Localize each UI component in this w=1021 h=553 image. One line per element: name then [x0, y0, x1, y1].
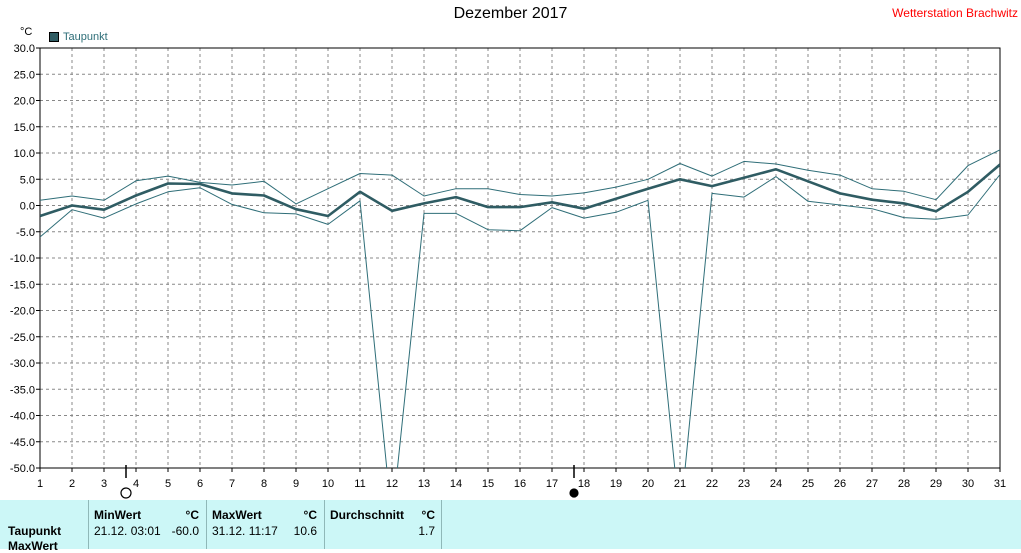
y-tick-label: -20.0 [10, 306, 35, 318]
avg-value: 1.7 [418, 524, 435, 538]
min-cell: MinWert °C 21.12. 03:01 -60.0 [88, 500, 205, 549]
x-tick-label: 6 [197, 478, 203, 490]
series-line-min [40, 174, 1000, 468]
x-tick-label: 2 [69, 478, 75, 490]
chart-title: Dezember 2017 [453, 5, 568, 22]
x-tick-label: 27 [866, 478, 878, 490]
x-tick-label: 18 [578, 478, 590, 490]
min-unit: °C [185, 508, 199, 522]
max-value: 10.6 [293, 524, 317, 538]
x-tick-label: 24 [770, 478, 782, 490]
table-row-label-2: MaxWert [8, 539, 58, 553]
x-tick-label: 20 [642, 478, 654, 490]
y-tick-label: -45.0 [10, 437, 35, 449]
y-tick-label: -30.0 [10, 358, 35, 370]
y-tick-label: 20.0 [14, 96, 35, 108]
y-tick-label: 10.0 [14, 148, 35, 160]
y-tick-label: 5.0 [20, 174, 35, 186]
series-line-mean [40, 163, 1000, 218]
min-header: MinWert [94, 508, 142, 522]
avg-cell: Durchschnitt °C 1.7 [324, 500, 442, 549]
max-cell: MaxWert °C 31.12. 11:17 10.6 [206, 500, 323, 549]
full-moon-icon [120, 487, 132, 499]
max-unit: °C [303, 508, 317, 522]
series-group [40, 149, 1000, 468]
x-tick-label: 16 [514, 478, 526, 490]
x-tick-label: 19 [610, 478, 622, 490]
x-tick-label: 1 [37, 478, 43, 490]
x-tick-label: 21 [674, 478, 686, 490]
x-tick-label: 3 [101, 478, 107, 490]
y-tick-label: 0.0 [20, 201, 35, 213]
x-tick-label: 8 [261, 478, 267, 490]
y-tick-label: -5.0 [16, 227, 35, 239]
chart: 30.0 25.0 20.0 15.0 10.0 5.0 0.0 -5.0 -10.0 -15.0… [10, 43, 1006, 499]
grid [39, 47, 1001, 469]
legend-label: Taupunkt [63, 31, 108, 43]
y-tick-label: -15.0 [10, 279, 35, 291]
x-tick-label: 22 [706, 478, 718, 490]
x-tick-label: 12 [386, 478, 398, 490]
avg-unit: °C [421, 508, 435, 522]
x-axis: 1 2 3 4 5 6 7 8 9 10 11 12 13 14 15 16 17 18 19 20 21 22 23 24 2… [37, 468, 1006, 490]
y-tick-label: 15.0 [14, 122, 35, 134]
x-tick-label: 28 [898, 478, 910, 490]
station-name: Wetterstation Brachwitz [892, 6, 1018, 20]
x-tick-label: 23 [738, 478, 750, 490]
y-tick-label: -35.0 [10, 384, 35, 396]
y-axis-unit: °C [20, 26, 33, 38]
series-line-max [40, 149, 1000, 205]
min-value: -60.0 [171, 524, 199, 538]
x-tick-label: 5 [165, 478, 171, 490]
max-header: MaxWert [212, 508, 262, 522]
moon-phases [120, 465, 579, 499]
legend: Taupunkt [49, 31, 108, 43]
x-tick-label: 7 [229, 478, 235, 490]
y-tick-label: -10.0 [10, 253, 35, 265]
x-tick-label: 9 [293, 478, 299, 490]
avg-header: Durchschnitt [330, 508, 405, 522]
x-tick-label: 14 [450, 478, 462, 490]
x-tick-label: 31 [994, 478, 1006, 490]
legend-swatch-icon [49, 32, 59, 42]
x-tick-label: 26 [834, 478, 846, 490]
new-moon-icon [569, 488, 579, 498]
min-time: 21.12. 03:01 [94, 524, 161, 538]
x-tick-label: 30 [962, 478, 974, 490]
table-row-label: Taupunkt [8, 524, 62, 538]
y-tick-label: -50.0 [10, 463, 35, 475]
stats-table: Taupunkt MaxWert MinWert °C 21.12. 03:01… [0, 500, 1021, 553]
x-tick-label: 4 [133, 478, 139, 490]
x-tick-label: 11 [354, 478, 365, 490]
x-tick-label: 29 [930, 478, 942, 490]
x-tick-label: 17 [546, 478, 558, 490]
y-tick-label: -40.0 [10, 411, 35, 423]
max-time: 31.12. 11:17 [212, 524, 278, 538]
x-tick-label: 13 [418, 478, 430, 490]
x-tick-label: 25 [802, 478, 814, 490]
y-tick-label: 25.0 [14, 69, 35, 81]
y-tick-label: -25.0 [10, 332, 35, 344]
y-tick-label: 30.0 [14, 43, 35, 55]
y-axis: 30.0 25.0 20.0 15.0 10.0 5.0 0.0 -5.0 -10.0 -15.0… [10, 43, 40, 475]
x-tick-label: 10 [322, 478, 334, 490]
x-tick-label: 15 [482, 478, 494, 490]
